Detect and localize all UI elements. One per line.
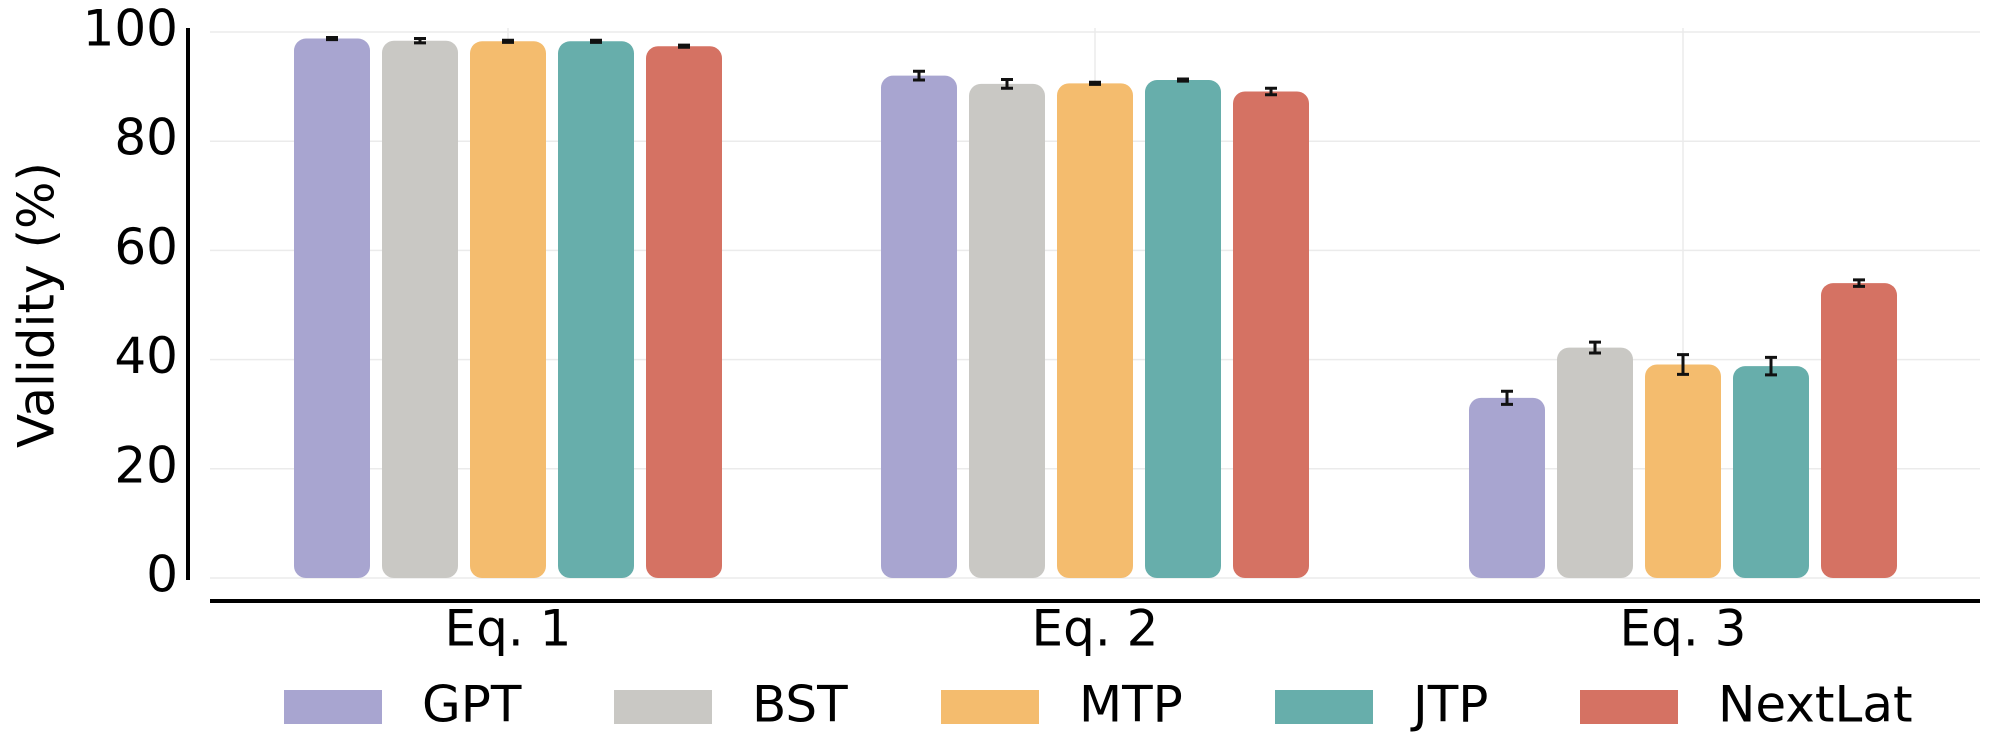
error-bar: [1089, 80, 1101, 86]
y-tick-label: 80: [114, 109, 178, 167]
legend-label: BST: [752, 676, 848, 734]
bar: [1645, 364, 1721, 578]
error-bar: [590, 38, 602, 44]
bar: [1057, 83, 1133, 578]
x-tick-label: Eq. 2: [1032, 600, 1159, 658]
legend-swatch: [941, 690, 1039, 724]
y-tick-label: 40: [114, 327, 178, 385]
bar: [881, 75, 957, 579]
bar: [1557, 347, 1633, 578]
bar: [558, 41, 634, 579]
error-bar: [1265, 86, 1277, 97]
error-bar: [1589, 340, 1601, 355]
legend-label: JTP: [1410, 676, 1488, 734]
bar: [1145, 80, 1221, 578]
legend-label: MTP: [1079, 676, 1183, 734]
error-bar: [1677, 353, 1689, 376]
error-bar: [678, 43, 690, 49]
bar: [646, 46, 722, 579]
bar: [1469, 397, 1545, 578]
error-bar: [1501, 389, 1513, 406]
bar: [1821, 283, 1897, 578]
error-bar: [1853, 278, 1865, 288]
bar: [1733, 366, 1809, 578]
error-bar: [502, 38, 514, 44]
bar: [294, 38, 370, 578]
y-tick-label: 60: [114, 218, 178, 276]
y-axis-label: Validity (%): [8, 162, 66, 448]
legend-swatch: [1580, 690, 1678, 724]
x-tick-label: Eq. 1: [445, 600, 572, 658]
bar: [1233, 91, 1309, 578]
error-bar: [1001, 78, 1013, 90]
legend-label: NextLat: [1718, 676, 1913, 734]
y-tick-label: 20: [114, 436, 178, 494]
error-bar: [1177, 77, 1189, 83]
bar: [470, 41, 546, 579]
bar: [382, 40, 458, 578]
legend-label: GPT: [422, 676, 522, 734]
y-tick-label: 100: [83, 0, 178, 58]
y-tick-label: 0: [146, 546, 178, 604]
legend-swatch: [614, 690, 712, 724]
legend-swatch: [1275, 690, 1373, 724]
error-bar: [326, 35, 338, 42]
error-bar: [913, 69, 925, 82]
bar: [969, 83, 1045, 579]
error-bar: [414, 37, 426, 45]
error-bar: [1765, 355, 1777, 377]
legend-swatch: [284, 690, 382, 724]
x-tick-label: Eq. 3: [1620, 600, 1747, 658]
